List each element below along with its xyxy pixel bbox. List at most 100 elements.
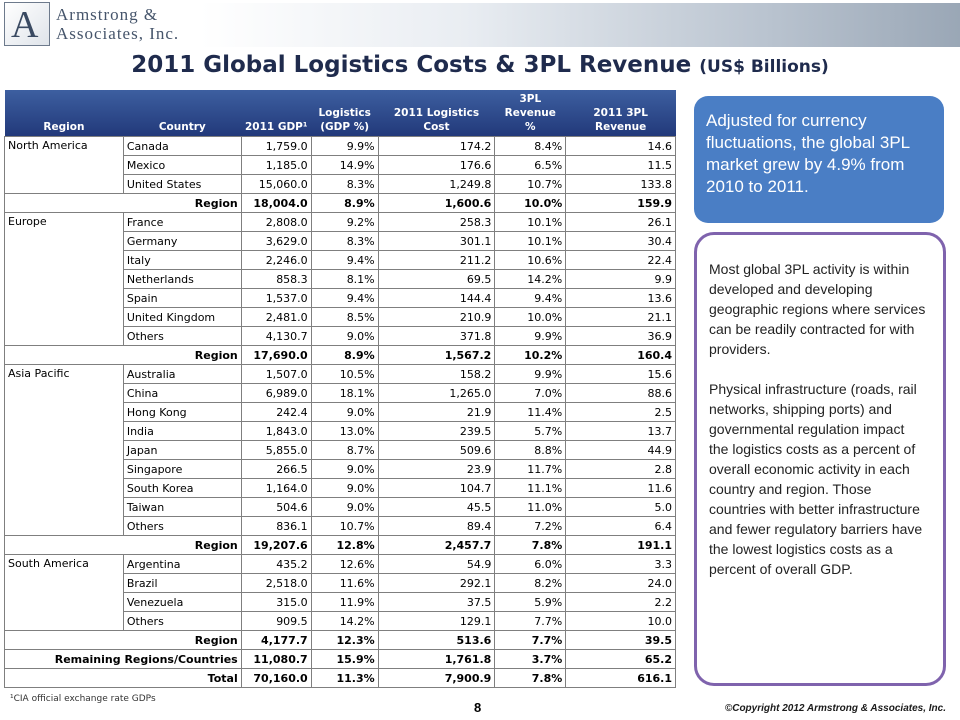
region-subtotal-row: Region 18,004.0 8.9% 1,600.6 10.0% 159.9 bbox=[4, 193, 676, 213]
logistics-cost-cell: 104.7 bbox=[377, 478, 496, 498]
logistics-pct-cell: 8.5% bbox=[310, 307, 379, 327]
logistics-cost-cell: 1,249.8 bbox=[377, 174, 496, 194]
footnote: ¹CIA official exchange rate GDPs bbox=[10, 694, 156, 704]
country-cell: Netherlands bbox=[122, 269, 242, 289]
logistics-pct-cell: 10.7% bbox=[310, 516, 379, 536]
subtotal-logistics-pct-cell: 12.3% bbox=[310, 630, 379, 650]
subtotal-logistics-cost-cell: 1,600.6 bbox=[377, 193, 496, 213]
remaining-row: Remaining Regions/Countries 11,080.7 15.9%… bbox=[4, 649, 676, 669]
table-row: Mexico 1,185.0 14.9% 176.6 6.5% 11.5 bbox=[5, 155, 676, 175]
logistics-pct-cell: 9.4% bbox=[310, 288, 379, 308]
revenue-pct-cell: 14.2% bbox=[494, 269, 567, 289]
header-country: Country bbox=[123, 90, 242, 137]
revenue-cell: 3.3 bbox=[565, 554, 676, 574]
table-row: China 6,989.0 18.1% 1,265.0 7.0% 88.6 bbox=[5, 383, 676, 403]
revenue-cell: 26.1 bbox=[565, 212, 676, 232]
subtotal-gdp-cell: 17,690.0 bbox=[240, 345, 312, 365]
logistics-cost-cell: 54.9 bbox=[377, 554, 496, 574]
gdp-cell: 836.1 bbox=[240, 516, 312, 536]
table-row: Others 4,130.7 9.0% 371.8 9.9% 36.9 bbox=[5, 326, 676, 346]
gdp-cell: 315.0 bbox=[240, 592, 312, 612]
country-cell: Hong Kong bbox=[122, 402, 242, 422]
country-cell: Venezuela bbox=[122, 592, 242, 612]
subtotal-revenue-cell: 191.1 bbox=[565, 535, 676, 555]
revenue-pct-cell: 7.2% bbox=[494, 516, 567, 536]
revenue-pct-cell: 9.9% bbox=[494, 326, 567, 346]
revenue-cell: 36.9 bbox=[565, 326, 676, 346]
company-logo: A Armstrong & Associates, Inc. bbox=[4, 2, 194, 48]
country-cell: Canada bbox=[122, 136, 242, 156]
region-name-cell: North America bbox=[4, 136, 124, 194]
subtotal-logistics-cost-cell: 1,567.2 bbox=[377, 345, 496, 365]
country-cell: Taiwan bbox=[122, 497, 242, 517]
logistics-cost-cell: 89.4 bbox=[377, 516, 496, 536]
remaining-gdp-cell: 11,080.7 bbox=[240, 649, 312, 669]
commentary-paragraph-2: Physical infrastructure (roads, rail net… bbox=[709, 381, 923, 577]
revenue-pct-cell: 5.9% bbox=[494, 592, 567, 612]
logistics-pct-cell: 14.2% bbox=[310, 611, 379, 631]
revenue-pct-cell: 11.7% bbox=[494, 459, 567, 479]
revenue-cell: 6.4 bbox=[565, 516, 676, 536]
logistics-cost-cell: 258.3 bbox=[377, 212, 496, 232]
subtotal-gdp-cell: 4,177.7 bbox=[240, 630, 312, 650]
logistics-pct-cell: 9.0% bbox=[310, 497, 379, 517]
logistics-cost-cell: 211.2 bbox=[377, 250, 496, 270]
country-cell: Singapore bbox=[122, 459, 242, 479]
remaining-revenue-cell: 65.2 bbox=[565, 649, 676, 669]
logo-letter: A bbox=[11, 4, 39, 46]
revenue-cell: 14.6 bbox=[565, 136, 676, 156]
country-cell: South Korea bbox=[122, 478, 242, 498]
revenue-cell: 9.9 bbox=[565, 269, 676, 289]
logo-emblem: A bbox=[4, 2, 50, 46]
logistics-pct-cell: 13.0% bbox=[310, 421, 379, 441]
gdp-cell: 1,759.0 bbox=[240, 136, 312, 156]
table-row: Asia Pacific Australia 1,507.0 10.5% 158.2 9.… bbox=[4, 364, 676, 536]
revenue-cell: 11.5 bbox=[565, 155, 676, 175]
gdp-cell: 1,164.0 bbox=[240, 478, 312, 498]
table-row: Germany 3,629.0 8.3% 301.1 10.1% 30.4 bbox=[5, 231, 676, 251]
logistics-cost-cell: 69.5 bbox=[377, 269, 496, 289]
header-region: Region bbox=[4, 90, 124, 137]
copyright-notice: ©Copyright 2012 Armstrong & Associates, … bbox=[724, 703, 946, 714]
commentary-paragraph-1: Most global 3PL activity is within devel… bbox=[709, 261, 926, 357]
logistics-pct-cell: 10.5% bbox=[310, 364, 379, 384]
subtotal-logistics-pct-cell: 8.9% bbox=[310, 193, 379, 213]
subtotal-revenue-pct-cell: 10.2% bbox=[494, 345, 567, 365]
growth-callout: Adjusted for currency fluctuations, the … bbox=[694, 96, 944, 223]
revenue-cell: 133.8 bbox=[565, 174, 676, 194]
country-cell: United States bbox=[122, 174, 242, 194]
table-row: North America Canada 1,759.0 9.9% 174.2 8.4% 1… bbox=[4, 136, 676, 194]
gdp-cell: 858.3 bbox=[240, 269, 312, 289]
table-row: Singapore 266.5 9.0% 23.9 11.7% 2.8 bbox=[5, 459, 676, 479]
revenue-cell: 2.5 bbox=[565, 402, 676, 422]
country-cell: Others bbox=[122, 516, 242, 536]
gdp-cell: 4,130.7 bbox=[240, 326, 312, 346]
subtotal-revenue-cell: 39.5 bbox=[565, 630, 676, 650]
country-cell: India bbox=[122, 421, 242, 441]
gdp-cell: 6,989.0 bbox=[240, 383, 312, 403]
logistics-cost-cell: 144.4 bbox=[377, 288, 496, 308]
revenue-pct-cell: 9.4% bbox=[494, 288, 567, 308]
revenue-cell: 15.6 bbox=[565, 364, 676, 384]
subtotal-logistics-cost-cell: 2,457.7 bbox=[377, 535, 496, 555]
subtotal-label: Region bbox=[4, 193, 242, 213]
country-cell: United Kingdom bbox=[122, 307, 242, 327]
gdp-cell: 1,843.0 bbox=[240, 421, 312, 441]
logistics-cost-cell: 301.1 bbox=[377, 231, 496, 251]
table-row: Europe France 2,808.0 9.2% 258.3 10.1% 26.1 bbox=[4, 212, 676, 346]
total-label: Total bbox=[4, 668, 242, 688]
logistics-cost-cell: 37.5 bbox=[377, 592, 496, 612]
subtotal-revenue-cell: 159.9 bbox=[565, 193, 676, 213]
region-name-cell: Asia Pacific bbox=[4, 364, 124, 536]
gdp-cell: 909.5 bbox=[240, 611, 312, 631]
revenue-pct-cell: 7.7% bbox=[494, 611, 567, 631]
logistics-cost-cell: 292.1 bbox=[377, 573, 496, 593]
table-row: South America Argentina 435.2 12.6% 54.9 6.0%… bbox=[4, 554, 676, 631]
header-3pl-revenue: 2011 3PL Revenue bbox=[565, 90, 676, 137]
revenue-pct-cell: 6.0% bbox=[494, 554, 567, 574]
revenue-pct-cell: 8.2% bbox=[494, 573, 567, 593]
logistics-pct-cell: 9.4% bbox=[310, 250, 379, 270]
remaining-label: Remaining Regions/Countries bbox=[4, 649, 242, 669]
logistics-cost-cell: 1,265.0 bbox=[377, 383, 496, 403]
table-row: Others 909.5 14.2% 129.1 7.7% 10.0 bbox=[5, 611, 676, 631]
